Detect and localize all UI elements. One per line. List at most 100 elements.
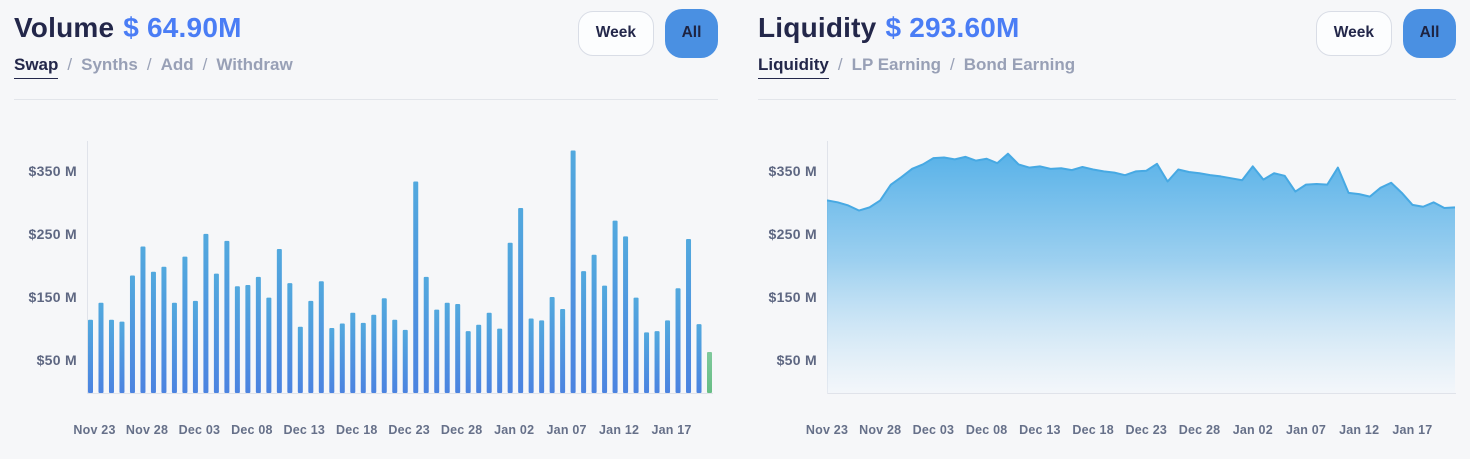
liquidity-title-text: Liquidity xyxy=(758,12,877,43)
x-axis-label: Dec 08 xyxy=(965,423,1008,437)
volume-bar[interactable] xyxy=(507,242,513,393)
y-axis-label: $50 M xyxy=(776,352,817,369)
volume-bar[interactable] xyxy=(465,331,471,393)
x-axis-label: Dec 28 xyxy=(440,423,483,437)
volume-bar[interactable] xyxy=(392,319,398,393)
tab-liquidity[interactable]: Liquidity xyxy=(758,55,829,79)
volume-bar[interactable] xyxy=(276,249,282,393)
tab-synths[interactable]: Synths xyxy=(81,55,138,74)
volume-bar[interactable] xyxy=(528,318,534,393)
liquidity-week-button[interactable]: Week xyxy=(1315,10,1392,56)
volume-bar[interactable] xyxy=(192,300,198,393)
x-axis-label: Dec 08 xyxy=(231,423,273,437)
volume-bar[interactable] xyxy=(213,273,219,393)
volume-bar[interactable] xyxy=(402,329,408,393)
volume-value: $ 64.90M xyxy=(123,12,242,43)
volume-week-button[interactable]: Week xyxy=(577,10,654,56)
liquidity-value: $ 293.60M xyxy=(885,12,1020,43)
volume-bar[interactable] xyxy=(665,320,671,393)
x-axis-label: Jan 07 xyxy=(546,423,587,437)
volume-bar[interactable] xyxy=(108,319,114,393)
volume-bar[interactable] xyxy=(329,327,335,393)
volume-bar[interactable] xyxy=(602,285,608,393)
volume-bar[interactable] xyxy=(654,331,660,393)
volume-title: Volume $ 64.90M xyxy=(14,8,718,48)
volume-bar[interactable] xyxy=(182,256,188,393)
x-axis-label: Jan 17 xyxy=(1392,423,1433,437)
volume-bar[interactable] xyxy=(696,324,702,393)
liquidity-chart[interactable]: $350 M $250 M $150 M $50 M Nov 23 Nov 28 Dec 0… xyxy=(758,135,1456,445)
volume-bar[interactable] xyxy=(318,281,324,393)
volume-bar[interactable] xyxy=(255,276,261,393)
volume-bar[interactable] xyxy=(381,298,387,393)
x-axis-label: Jan 02 xyxy=(1232,423,1273,437)
bar-plot[interactable] xyxy=(87,135,714,397)
volume-all-button[interactable]: All xyxy=(665,8,718,58)
volume-bar[interactable] xyxy=(434,309,440,393)
volume-bar[interactable] xyxy=(581,271,587,393)
volume-bar[interactable] xyxy=(266,297,272,393)
volume-bar[interactable] xyxy=(119,321,125,393)
volume-header: Volume $ 64.90M Week All xyxy=(14,8,718,58)
volume-bar[interactable] xyxy=(150,271,156,393)
volume-bar[interactable] xyxy=(570,150,576,393)
volume-bar[interactable] xyxy=(444,302,450,393)
volume-bar[interactable] xyxy=(287,283,293,393)
volume-bar[interactable] xyxy=(455,303,461,393)
volume-chart[interactable]: $350 M $250 M $150 M $50 M Nov 23 Nov 28 Dec 0… xyxy=(14,135,718,445)
volume-bar[interactable] xyxy=(623,236,629,393)
volume-bar[interactable] xyxy=(549,297,555,393)
volume-bar[interactable] xyxy=(423,276,429,393)
volume-bar-current[interactable] xyxy=(707,351,712,393)
volume-bar[interactable] xyxy=(308,300,314,393)
volume-bar[interactable] xyxy=(224,240,230,393)
liquidity-all-button[interactable]: All xyxy=(1403,8,1456,58)
volume-bar[interactable] xyxy=(497,328,503,393)
liquidity-area[interactable] xyxy=(827,153,1455,393)
volume-bar[interactable] xyxy=(633,297,639,393)
tab-swap[interactable]: Swap xyxy=(14,55,59,79)
volume-bar[interactable] xyxy=(203,233,209,393)
y-axis-label: $150 M xyxy=(28,289,77,306)
volume-bar[interactable] xyxy=(297,326,303,393)
x-axis-label: Dec 03 xyxy=(912,423,955,437)
volume-bar[interactable] xyxy=(360,322,366,393)
y-axis-label: $350 M xyxy=(768,163,817,179)
volume-bar[interactable] xyxy=(591,254,597,393)
volume-bar[interactable] xyxy=(612,220,618,393)
tab-separator: / xyxy=(202,55,208,74)
volume-bar[interactable] xyxy=(234,286,240,393)
x-axis-label: Nov 28 xyxy=(125,423,169,437)
liquidity-header: Liquidity $ 293.60M Week All xyxy=(758,8,1456,58)
tab-bond-earning[interactable]: Bond Earning xyxy=(963,55,1076,74)
volume-bar[interactable] xyxy=(518,208,524,393)
tab-add[interactable]: Add xyxy=(160,55,194,74)
volume-bar[interactable] xyxy=(539,320,545,393)
volume-bar[interactable] xyxy=(486,312,492,393)
volume-bar[interactable] xyxy=(675,288,681,393)
y-axis-label: $250 M xyxy=(768,226,817,243)
x-axis-label: Jan 02 xyxy=(494,423,535,437)
volume-bar[interactable] xyxy=(88,319,93,393)
tab-separator: / xyxy=(67,55,73,74)
volume-bar[interactable] xyxy=(476,324,482,393)
tab-withdraw[interactable]: Withdraw xyxy=(216,55,293,74)
area-plot[interactable] xyxy=(827,135,1457,397)
volume-bar[interactable] xyxy=(161,266,167,393)
tab-lp-earning[interactable]: LP Earning xyxy=(851,55,941,74)
volume-bar[interactable] xyxy=(171,302,177,393)
volume-bar[interactable] xyxy=(140,246,146,393)
volume-bar[interactable] xyxy=(350,312,356,393)
volume-bar[interactable] xyxy=(129,275,135,393)
volume-bar[interactable] xyxy=(560,309,566,393)
volume-bar[interactable] xyxy=(371,314,377,393)
volume-bar[interactable] xyxy=(98,302,104,393)
volume-bar[interactable] xyxy=(644,332,650,393)
volume-bar[interactable] xyxy=(686,238,692,393)
x-axis-label: Jan 17 xyxy=(651,423,692,437)
volume-bar[interactable] xyxy=(413,181,419,393)
x-axis-label: Dec 18 xyxy=(1072,423,1114,437)
volume-bar[interactable] xyxy=(339,323,345,393)
axis-lines xyxy=(87,141,713,394)
volume-bar[interactable] xyxy=(245,285,251,393)
